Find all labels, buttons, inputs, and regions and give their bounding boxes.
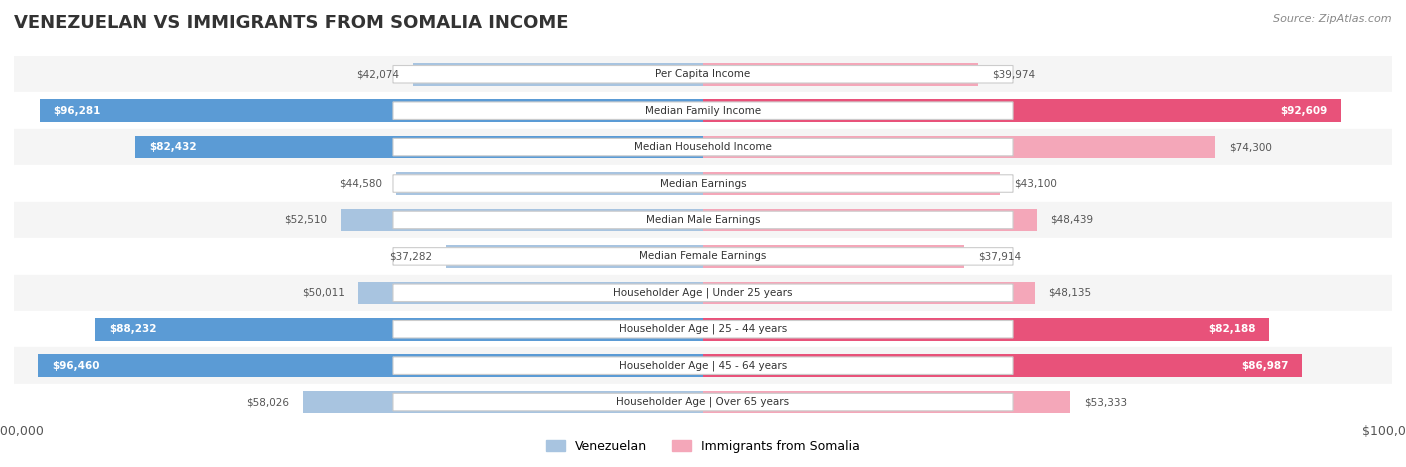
Bar [135,136,703,158]
Text: $42,074: $42,074 [356,69,399,79]
Bar [396,172,703,195]
Bar [703,391,1070,413]
Bar [703,282,1035,304]
Bar [14,129,1392,165]
Bar [14,165,1392,202]
Bar [446,245,703,268]
Bar [14,92,1392,129]
Bar [703,318,1270,340]
FancyBboxPatch shape [392,102,1014,120]
Bar [703,63,979,85]
Text: $74,300: $74,300 [1229,142,1271,152]
Text: $58,026: $58,026 [246,397,290,407]
Text: Median Male Earnings: Median Male Earnings [645,215,761,225]
Text: Source: ZipAtlas.com: Source: ZipAtlas.com [1274,14,1392,24]
Text: $96,281: $96,281 [53,106,101,116]
FancyBboxPatch shape [392,284,1014,302]
Bar [359,282,703,304]
FancyBboxPatch shape [392,357,1014,375]
Text: $53,333: $53,333 [1084,397,1128,407]
Bar [14,202,1392,238]
FancyBboxPatch shape [392,138,1014,156]
Bar [342,209,703,231]
Text: $37,282: $37,282 [389,251,433,262]
FancyBboxPatch shape [392,65,1014,83]
Bar [14,347,1392,384]
Legend: Venezuelan, Immigrants from Somalia: Venezuelan, Immigrants from Somalia [541,435,865,458]
Text: $82,188: $82,188 [1208,324,1256,334]
FancyBboxPatch shape [392,175,1014,192]
Bar [703,172,1000,195]
Bar [703,136,1215,158]
Bar [703,245,965,268]
Bar [14,238,1392,275]
Text: Median Household Income: Median Household Income [634,142,772,152]
Bar [703,209,1036,231]
Bar [703,354,1302,377]
FancyBboxPatch shape [392,320,1014,338]
Text: $50,011: $50,011 [302,288,344,298]
Text: Householder Age | 45 - 64 years: Householder Age | 45 - 64 years [619,361,787,371]
Text: $52,510: $52,510 [284,215,328,225]
Text: $82,432: $82,432 [149,142,197,152]
Text: Householder Age | 25 - 44 years: Householder Age | 25 - 44 years [619,324,787,334]
Bar [304,391,703,413]
Text: $44,580: $44,580 [339,178,382,189]
Text: $88,232: $88,232 [108,324,156,334]
Bar [14,384,1392,420]
Text: $37,914: $37,914 [979,251,1021,262]
Text: $48,439: $48,439 [1050,215,1094,225]
Text: $96,460: $96,460 [52,361,100,371]
Text: VENEZUELAN VS IMMIGRANTS FROM SOMALIA INCOME: VENEZUELAN VS IMMIGRANTS FROM SOMALIA IN… [14,14,568,32]
Text: Per Capita Income: Per Capita Income [655,69,751,79]
Text: $86,987: $86,987 [1241,361,1288,371]
Bar [14,275,1392,311]
FancyBboxPatch shape [392,393,1014,411]
Text: $39,974: $39,974 [993,69,1035,79]
Text: Householder Age | Over 65 years: Householder Age | Over 65 years [616,397,790,407]
Bar [38,354,703,377]
Bar [96,318,703,340]
Text: $48,135: $48,135 [1049,288,1091,298]
Text: $43,100: $43,100 [1014,178,1056,189]
Bar [413,63,703,85]
Bar [14,311,1392,347]
Text: Median Earnings: Median Earnings [659,178,747,189]
Bar [703,99,1341,122]
FancyBboxPatch shape [392,211,1014,229]
FancyBboxPatch shape [392,248,1014,265]
Text: $92,609: $92,609 [1279,106,1327,116]
Text: Median Female Earnings: Median Female Earnings [640,251,766,262]
Bar [39,99,703,122]
Text: Householder Age | Under 25 years: Householder Age | Under 25 years [613,288,793,298]
Text: Median Family Income: Median Family Income [645,106,761,116]
Bar [14,56,1392,92]
